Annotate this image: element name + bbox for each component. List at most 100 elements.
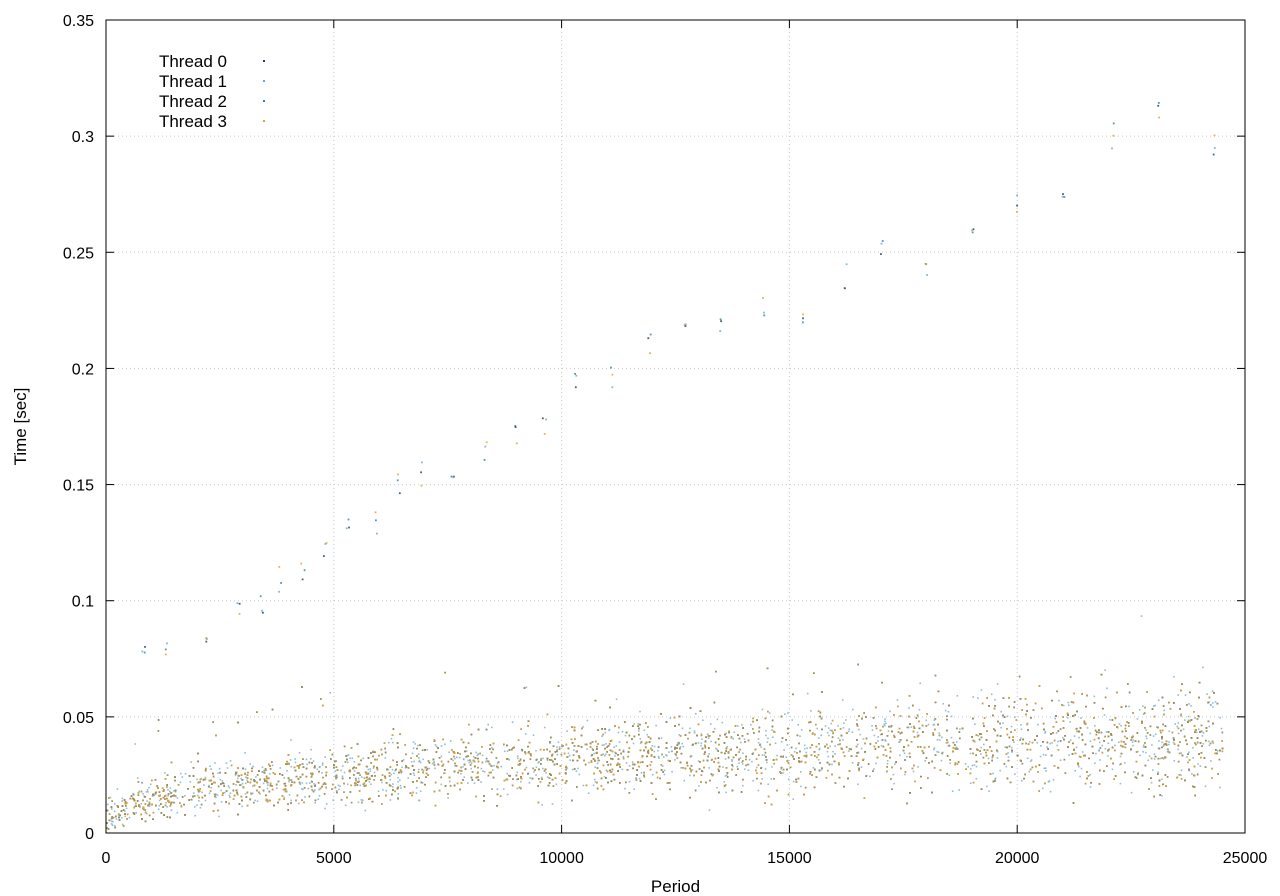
data-point xyxy=(261,771,263,773)
data-point xyxy=(700,744,702,747)
data-point xyxy=(780,740,783,743)
data-point xyxy=(1142,713,1145,716)
data-point xyxy=(245,776,247,778)
data-point xyxy=(933,723,936,726)
data-point xyxy=(1206,693,1208,695)
data-point xyxy=(399,779,401,781)
data-point xyxy=(1139,754,1141,757)
data-point xyxy=(567,752,570,755)
data-point xyxy=(879,733,882,736)
data-point xyxy=(515,778,518,781)
data-point xyxy=(361,799,364,802)
data-point xyxy=(265,799,267,802)
data-point xyxy=(1168,730,1171,733)
data-point xyxy=(877,740,879,742)
data-point xyxy=(288,794,291,796)
data-point xyxy=(896,699,899,701)
data-point xyxy=(948,774,951,777)
data-point xyxy=(113,810,116,813)
data-point xyxy=(1120,725,1122,727)
data-point xyxy=(220,789,222,792)
data-point xyxy=(540,776,543,779)
data-point xyxy=(412,747,415,749)
data-point xyxy=(593,752,595,755)
data-point xyxy=(738,762,740,764)
data-point xyxy=(1040,745,1042,747)
data-point xyxy=(603,775,606,778)
data-point xyxy=(1162,758,1165,760)
data-point xyxy=(608,729,610,732)
data-point xyxy=(784,713,786,715)
data-point xyxy=(389,799,392,801)
data-point xyxy=(301,788,303,790)
data-point xyxy=(1138,709,1141,711)
data-point xyxy=(591,747,594,750)
data-point xyxy=(1158,740,1160,742)
data-point xyxy=(871,729,874,731)
data-point xyxy=(967,765,969,768)
data-point xyxy=(283,796,285,799)
data-point xyxy=(1176,725,1179,728)
data-point xyxy=(927,723,930,726)
data-point xyxy=(106,803,109,806)
data-point xyxy=(680,766,682,769)
data-point xyxy=(818,748,820,751)
data-point xyxy=(419,790,422,793)
data-point xyxy=(771,766,773,768)
data-point xyxy=(480,781,482,783)
data-point xyxy=(691,769,694,771)
data-point xyxy=(148,786,150,789)
data-point xyxy=(413,760,415,763)
data-point xyxy=(851,762,854,764)
data-point xyxy=(217,772,219,774)
data-point xyxy=(675,754,677,757)
data-point xyxy=(540,757,542,760)
data-point xyxy=(227,785,230,787)
data-point xyxy=(1014,716,1016,718)
data-point xyxy=(832,750,834,753)
data-point xyxy=(334,770,337,772)
data-point xyxy=(252,765,254,768)
data-point xyxy=(657,755,660,758)
data-point xyxy=(146,812,148,815)
data-point xyxy=(603,754,606,757)
data-point xyxy=(1142,750,1144,753)
data-point xyxy=(806,747,808,750)
data-point xyxy=(139,806,141,809)
data-point xyxy=(136,777,139,779)
data-point xyxy=(856,719,858,721)
data-point xyxy=(1173,759,1176,762)
data-point xyxy=(174,791,177,793)
data-point xyxy=(605,769,608,772)
data-point xyxy=(359,784,362,787)
data-point xyxy=(637,723,640,725)
data-point xyxy=(750,724,752,726)
data-point xyxy=(725,732,727,735)
data-point xyxy=(1172,741,1175,744)
data-point xyxy=(1157,771,1159,773)
data-point xyxy=(470,762,473,765)
data-point xyxy=(223,782,225,785)
data-point xyxy=(1216,750,1219,752)
data-point xyxy=(400,787,402,789)
data-point xyxy=(676,742,679,744)
data-point xyxy=(235,784,237,786)
data-point xyxy=(1114,744,1116,747)
data-point xyxy=(1052,779,1055,781)
data-point xyxy=(820,734,822,737)
data-point xyxy=(241,805,243,808)
data-point xyxy=(244,768,247,770)
data-point xyxy=(1049,742,1051,745)
data-point xyxy=(114,803,116,805)
data-point xyxy=(621,768,624,771)
data-point xyxy=(1202,743,1205,745)
data-point xyxy=(1119,755,1122,758)
data-point xyxy=(671,771,673,773)
data-point xyxy=(304,796,306,798)
data-point xyxy=(736,765,739,768)
data-point xyxy=(208,792,211,795)
data-point xyxy=(697,742,700,744)
data-point xyxy=(440,745,443,747)
data-point xyxy=(590,755,593,757)
data-point xyxy=(454,765,456,767)
